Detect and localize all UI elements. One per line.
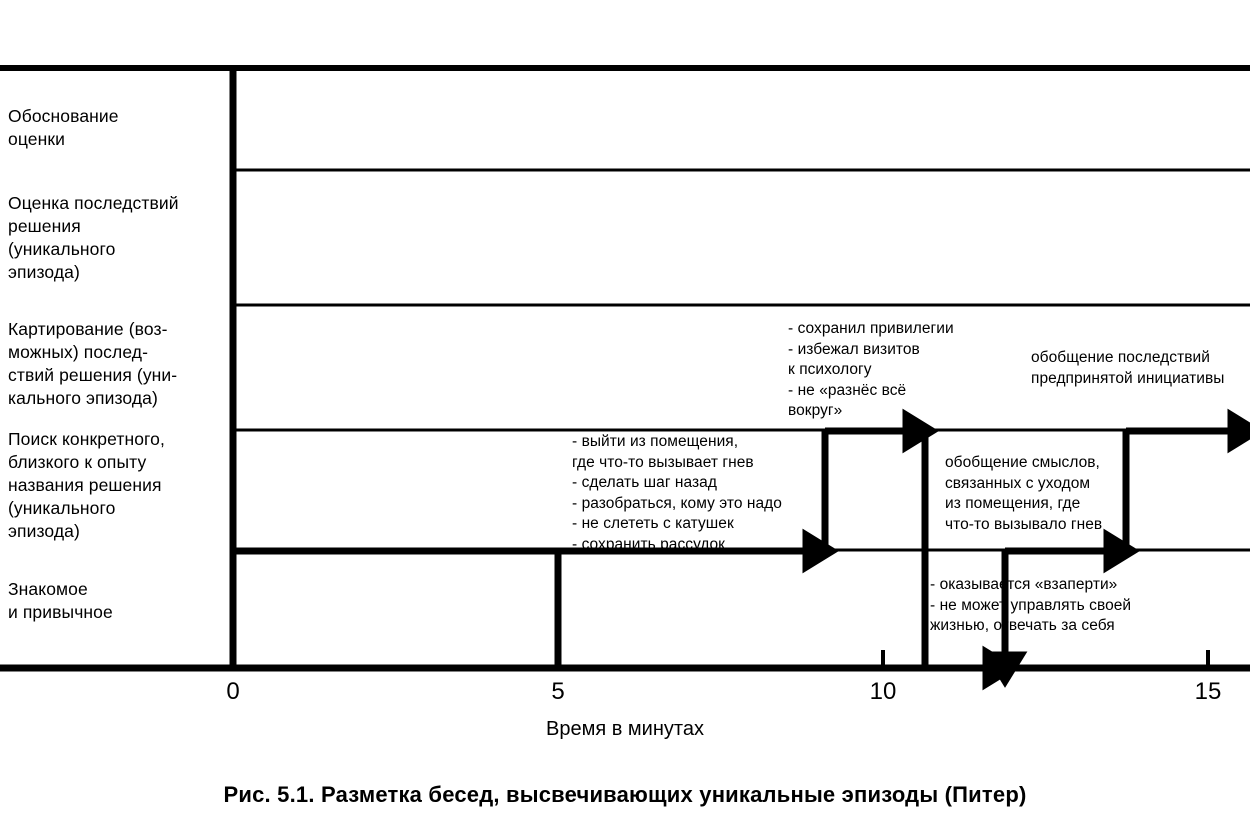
row-label-familiar: Знакомое и привычное (8, 579, 113, 622)
row-label-naming: Поиск конкретного, близкого к опыту назв… (8, 429, 165, 541)
row-label-justification: Обоснование оценки (8, 106, 119, 149)
figure-caption: Рис. 5.1. Разметка бесед, высвечивающих … (223, 782, 1027, 807)
annotation-mapping-summary: обобщение последствий предпринятой иници… (1031, 349, 1225, 387)
annotation-mapping-outcomes: - сохранил привилегии - избежал визитов … (788, 320, 954, 419)
annotation-naming-options: - выйти из помещения, где что-то вызывае… (572, 433, 782, 553)
x-tick-label-0: 0 (226, 678, 240, 705)
annotation-familiar-meanings: - оказывается «взаперти» - не может упра… (930, 576, 1132, 634)
row-label-mapping: Картирование (воз- можных) послед- ствий… (8, 319, 178, 408)
trajectory-segment-1 (229, 547, 558, 668)
x-axis-title: Время в минутах (546, 718, 704, 740)
x-tick-label-15: 15 (1194, 678, 1222, 705)
annotation-naming-summary: обобщение смыслов, связанных с уходом из… (945, 454, 1103, 533)
row-label-consequences-evaluation: Оценка последствий решения (уникального … (8, 193, 179, 282)
x-tick-label-5: 5 (551, 678, 565, 705)
x-tick-label-10: 10 (869, 678, 897, 705)
